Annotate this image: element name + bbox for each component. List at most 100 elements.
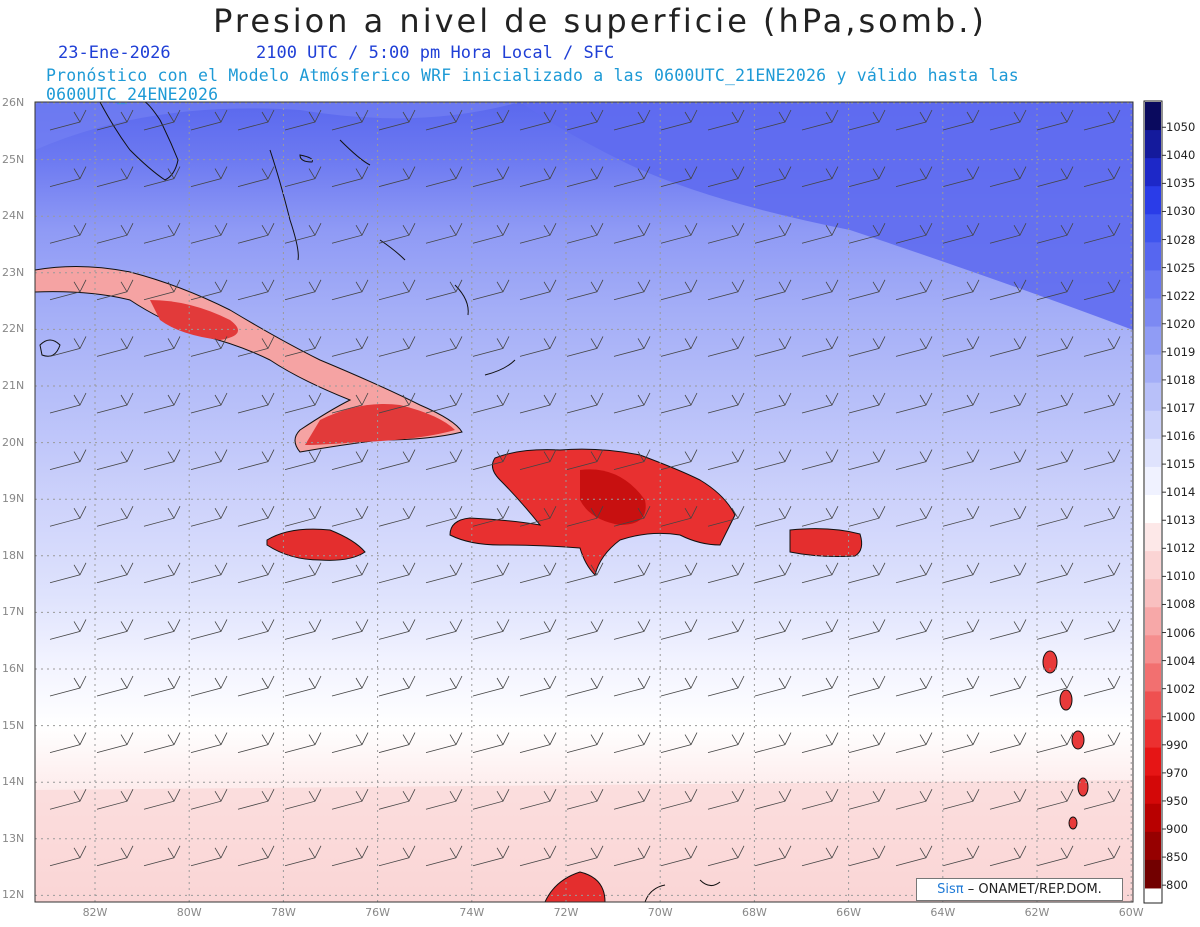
wind-barb: [1083, 675, 1121, 697]
wind-barb: [848, 336, 886, 357]
wind-barb: [801, 619, 839, 640]
wind-barb: [660, 449, 698, 470]
wind-barb: [378, 845, 416, 867]
colorbar-label: 1025: [1166, 260, 1196, 275]
wind-barb: [895, 562, 933, 584]
wind-barb: [942, 223, 980, 244]
colorbar-label: 970: [1166, 765, 1188, 780]
wind-barb: [49, 336, 87, 357]
wind-barb: [754, 336, 792, 357]
colorbar-swatch: [1145, 102, 1161, 131]
wind-barb: [895, 223, 933, 244]
wind-barb: [425, 506, 463, 527]
wind-barb: [1036, 506, 1074, 527]
wind-barb: [801, 675, 839, 697]
wind-barb: [331, 336, 369, 357]
lat-label-24N: 24N: [2, 209, 25, 223]
wind-barb: [519, 562, 557, 584]
wind-barb: [49, 789, 87, 810]
wind-barb: [754, 109, 792, 131]
wind-barb: [895, 449, 933, 470]
wind-barb: [472, 789, 510, 810]
wind-barb: [1036, 732, 1074, 753]
wind-barb: [425, 109, 463, 131]
wind-barb: [1083, 279, 1121, 301]
wind-barb: [1036, 789, 1074, 810]
lon-label-64W: 64W: [930, 906, 956, 919]
wind-barb: [895, 506, 933, 527]
wind-barb: [895, 675, 933, 697]
wind-barb: [519, 732, 557, 753]
wind-barb: [96, 109, 134, 131]
wind-barb: [942, 789, 980, 810]
wind-barb: [660, 109, 698, 131]
colorbar-swatch: [1145, 859, 1161, 889]
hispaniola-island: [449, 448, 736, 576]
wind-barb: [49, 845, 87, 867]
wind-barb: [472, 279, 510, 301]
wind-barb: [284, 449, 322, 470]
wind-barb: [707, 675, 745, 697]
wind-barb: [942, 845, 980, 867]
wind-barb: [613, 789, 651, 810]
wind-barb: [96, 223, 134, 244]
wind-barb: [848, 506, 886, 527]
wind-barb: [143, 109, 181, 131]
lon-label-72W: 72W: [553, 906, 579, 919]
wind-barb: [613, 336, 651, 357]
colorbar-swatch: [1145, 270, 1161, 299]
jamaica-island: [266, 528, 366, 561]
wind-barb: [1083, 619, 1121, 640]
wind-barb: [519, 279, 557, 301]
wind-barb: [613, 109, 651, 131]
wind-barb: [801, 449, 839, 470]
wind-barb: [942, 619, 980, 640]
lon-label-70W: 70W: [647, 906, 673, 919]
wind-barb: [378, 109, 416, 131]
high-pressure-region: [520, 102, 1133, 330]
lat-label-16N: 16N: [2, 662, 25, 675]
wind-barb: [425, 223, 463, 244]
wind-barb: [237, 279, 275, 301]
wind-barb: [331, 732, 369, 753]
wind-barb: [49, 449, 87, 470]
wind-barb: [96, 166, 134, 187]
lesser-antilles: [1042, 650, 1089, 830]
wind-barb: [707, 109, 745, 131]
wind-barb: [613, 279, 651, 301]
wind-barb: [237, 506, 275, 527]
wind-barb: [660, 166, 698, 187]
wind-barb: [754, 279, 792, 301]
wind-barb: [989, 336, 1027, 357]
wind-barb: [1083, 336, 1121, 357]
lat-label-18N: 18N: [2, 548, 25, 562]
colorbar-swatch: [1145, 186, 1161, 215]
colorbar-swatch: [1145, 326, 1161, 356]
colorbar-swatch: [1145, 551, 1161, 580]
colorbar-label: 1050: [1166, 120, 1196, 135]
colorbar-swatch: [1145, 466, 1161, 496]
colorbar-swatch: [1145, 635, 1161, 664]
wind-barb: [801, 166, 839, 187]
wind-barb: [1083, 392, 1121, 414]
wind-barb: [425, 619, 463, 640]
wind-barb: [848, 392, 886, 414]
wind-barb: [1083, 166, 1121, 187]
wind-barb: [848, 619, 886, 640]
wind-barb: [754, 675, 792, 697]
wind-barb: [49, 223, 87, 244]
model-subtitle: Pronóstico con el Modelo Atmósferico WRF…: [46, 66, 1019, 104]
wind-barb: [96, 336, 134, 357]
wind-barb: [472, 109, 510, 131]
wind-barb: [566, 279, 604, 301]
wind-barb: [989, 845, 1027, 867]
wind-barb: [1036, 279, 1074, 301]
wind-barb: [613, 449, 651, 470]
wind-barb: [96, 392, 134, 414]
wind-barb: [613, 732, 651, 753]
wind-barb: [378, 562, 416, 584]
wind-barb: [942, 506, 980, 527]
wind-barb: [284, 109, 322, 131]
wind-barb: [895, 336, 933, 357]
wind-barb: [237, 166, 275, 187]
